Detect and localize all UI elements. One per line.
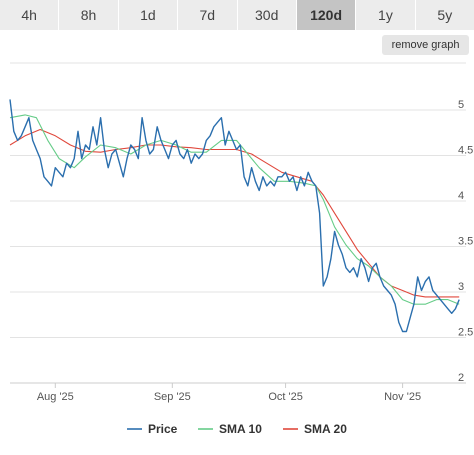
tab-8h[interactable]: 8h [59, 0, 119, 30]
legend-label-sma-10: SMA 10 [219, 422, 262, 436]
range-tabs: 4h 8h 1d 7d 30d 120d 1y 5y [0, 0, 474, 30]
y-tick-label: 3 [458, 281, 464, 293]
series-line-price [9, 99, 460, 333]
tab-1y[interactable]: 1y [356, 0, 416, 30]
y-tick-label: 2 [458, 372, 464, 384]
tab-7d[interactable]: 7d [178, 0, 238, 30]
tab-1d[interactable]: 1d [118, 0, 179, 30]
x-tick-label: Oct '25 [268, 391, 303, 403]
tab-120d[interactable]: 120d [296, 0, 357, 30]
y-tick-label: 4.5 [458, 145, 473, 157]
y-tick-label: 5 [458, 99, 464, 111]
legend-label-price: Price [148, 422, 178, 436]
series-line-sma-20 [9, 128, 460, 298]
series-line-sma-10 [9, 114, 460, 305]
legend-label-sma-20: SMA 20 [304, 422, 347, 436]
x-tick-label: Nov '25 [384, 391, 421, 403]
remove-graph-button[interactable]: remove graph [382, 35, 469, 55]
x-tick-label: Aug '25 [37, 391, 74, 403]
x-tick-label: Sep '25 [154, 391, 191, 403]
y-tick-label: 2.5 [458, 327, 473, 339]
tab-4h[interactable]: 4h [0, 0, 60, 30]
y-tick-label: 3.5 [458, 236, 473, 248]
tab-5y[interactable]: 5y [415, 0, 474, 30]
tab-30d[interactable]: 30d [237, 0, 297, 30]
y-tick-label: 4 [458, 190, 464, 202]
